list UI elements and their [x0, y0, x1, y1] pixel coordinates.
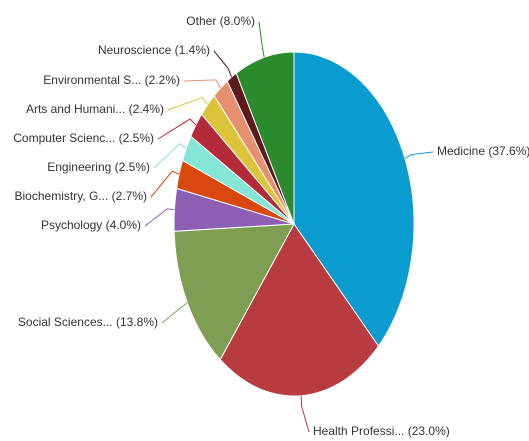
value-label: (2.5%)	[115, 160, 150, 174]
value-label: (2.7%)	[112, 189, 147, 203]
leader-line	[258, 21, 265, 58]
slice-label: Neuroscience (1.4%)	[98, 43, 210, 57]
category-label: Psychology	[41, 218, 102, 232]
value-label: (1.4%)	[175, 43, 210, 57]
slice-label: Social Sciences... (13.8%)	[18, 315, 158, 329]
leader-line	[161, 302, 188, 324]
leader-line	[404, 151, 434, 159]
value-label: (8.0%)	[220, 14, 255, 28]
leader-line	[150, 170, 180, 198]
category-label: Health Professi...	[313, 424, 404, 438]
slice-label: Health Professi... (23.0%)	[313, 424, 450, 438]
slice-label: Engineering (2.5%)	[47, 160, 150, 174]
pie-slice	[219, 223, 380, 397]
leader-line	[153, 142, 187, 169]
value-label: (2.5%)	[119, 131, 154, 145]
leader-line	[183, 79, 221, 89]
pie-slice	[173, 223, 295, 361]
leader-line	[157, 118, 197, 140]
category-label: Neuroscience	[98, 43, 172, 57]
value-label: (4.0%)	[106, 218, 141, 232]
category-label: Medicine	[437, 144, 485, 158]
value-label: (2.4%)	[129, 102, 164, 116]
category-label: Arts and Humani...	[26, 102, 125, 116]
category-label: Other	[186, 14, 216, 28]
value-label: (13.8%)	[116, 315, 158, 329]
slice-label: Environmental S... (2.2%)	[43, 73, 180, 87]
value-label: (37.6%)	[488, 144, 529, 158]
slice-label: Medicine (37.6%)	[437, 144, 529, 158]
category-label: Biochemistry, G...	[15, 189, 109, 203]
category-label: Engineering	[47, 160, 111, 174]
slice-label: Computer Scienc... (2.5%)	[13, 131, 154, 145]
slice-label: Biochemistry, G... (2.7%)	[15, 189, 147, 203]
leader-line	[300, 395, 310, 433]
category-label: Social Sciences...	[18, 315, 113, 329]
leader-line	[213, 50, 233, 78]
slice-label: Arts and Humani... (2.4%)	[26, 102, 164, 116]
leader-line	[144, 208, 175, 227]
pie-slice	[293, 51, 415, 347]
slice-label: Other (8.0%)	[186, 14, 255, 28]
category-label: Computer Scienc...	[13, 131, 115, 145]
value-label: (2.2%)	[145, 73, 180, 87]
leader-line	[167, 96, 209, 111]
value-label: (23.0%)	[408, 424, 450, 438]
slice-label: Psychology (4.0%)	[41, 218, 141, 232]
category-label: Environmental S...	[43, 73, 141, 87]
